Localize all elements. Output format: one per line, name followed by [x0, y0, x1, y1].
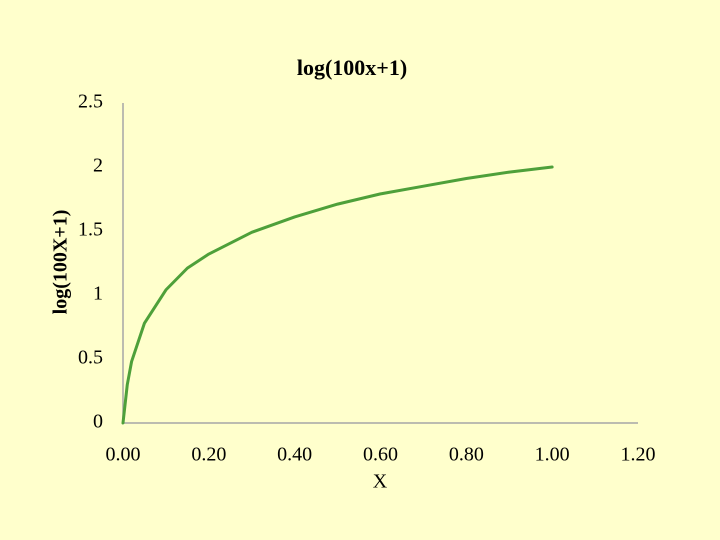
x-tick-label: 0.60	[363, 444, 398, 466]
y-tick-label: 0.5	[78, 347, 103, 369]
x-tick-label: 0.40	[277, 444, 312, 466]
x-axis-title: X	[373, 471, 388, 493]
y-tick-label: 0	[93, 411, 103, 433]
y-tick-label: 1.5	[78, 219, 103, 241]
y-tick-label: 2	[93, 155, 103, 177]
y-tick-label: 2.5	[78, 91, 103, 113]
x-tick-label: 0.00	[106, 444, 141, 466]
line	[121, 165, 554, 425]
y-axis-title: log(100X+1)	[50, 210, 72, 315]
chart-title: log(100x+1)	[297, 55, 407, 80]
x-tick-label: 1.20	[621, 444, 656, 466]
x-tick-label: 1.00	[535, 444, 570, 466]
y-tick-label: 1	[93, 283, 103, 305]
x-tick-label: 0.20	[191, 444, 226, 466]
x-tick-label: 0.80	[449, 444, 484, 466]
